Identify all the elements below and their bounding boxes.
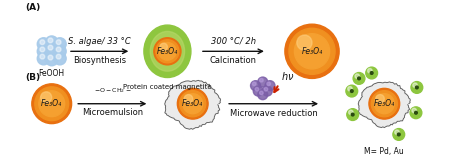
Circle shape [265, 81, 275, 91]
Circle shape [154, 38, 181, 65]
Circle shape [54, 45, 66, 58]
Circle shape [369, 88, 400, 119]
Circle shape [368, 68, 372, 73]
Circle shape [41, 92, 52, 103]
Circle shape [46, 43, 58, 56]
Circle shape [376, 95, 384, 103]
Polygon shape [165, 80, 220, 129]
Circle shape [159, 42, 176, 60]
Text: (B): (B) [26, 73, 41, 82]
Circle shape [366, 67, 377, 79]
Circle shape [156, 40, 179, 63]
Circle shape [294, 34, 329, 69]
Circle shape [54, 38, 66, 50]
Circle shape [264, 88, 268, 91]
Circle shape [260, 91, 263, 95]
Text: Fe₃O₄: Fe₃O₄ [41, 99, 62, 108]
Text: Fe₃O₄: Fe₃O₄ [182, 99, 203, 108]
Circle shape [46, 36, 58, 49]
Circle shape [56, 54, 61, 59]
Circle shape [37, 38, 50, 50]
Circle shape [56, 40, 61, 45]
Text: $\mathdefault{-O-CH_2-}$: $\mathdefault{-O-CH_2-}$ [94, 86, 132, 95]
Circle shape [395, 130, 399, 134]
Circle shape [32, 84, 72, 124]
Circle shape [353, 73, 365, 84]
Circle shape [410, 107, 422, 119]
Circle shape [258, 77, 268, 87]
Circle shape [260, 78, 263, 82]
Text: Biosynthesis: Biosynthesis [73, 56, 126, 65]
Circle shape [258, 90, 268, 100]
Text: Fe₃O₄: Fe₃O₄ [301, 47, 323, 56]
Circle shape [285, 24, 339, 78]
Circle shape [48, 55, 53, 60]
Text: Fe₃O₄: Fe₃O₄ [374, 99, 395, 108]
Text: Protein coated magnetite: Protein coated magnetite [123, 84, 212, 90]
Circle shape [297, 35, 312, 50]
Circle shape [351, 113, 354, 116]
Circle shape [267, 82, 271, 86]
Circle shape [54, 52, 66, 65]
Circle shape [46, 53, 58, 66]
Circle shape [370, 72, 373, 74]
Circle shape [251, 81, 261, 91]
Text: $h\nu$: $h\nu$ [281, 70, 294, 82]
Circle shape [35, 87, 69, 121]
Text: (A): (A) [26, 3, 41, 12]
Text: Microwave reduction: Microwave reduction [230, 109, 318, 118]
Circle shape [160, 43, 167, 51]
Text: Microemulsion: Microemulsion [82, 108, 143, 117]
Circle shape [358, 77, 360, 80]
Circle shape [183, 94, 203, 114]
Circle shape [37, 52, 50, 65]
Circle shape [346, 85, 358, 97]
Circle shape [355, 74, 359, 78]
Circle shape [411, 82, 423, 93]
Circle shape [348, 87, 352, 91]
Text: S. algae/ 33 °C: S. algae/ 33 °C [68, 37, 131, 46]
Text: M= Pd, Au: M= Pd, Au [365, 147, 404, 156]
Text: Fe₃O₄: Fe₃O₄ [157, 47, 178, 56]
Circle shape [371, 91, 397, 117]
Circle shape [350, 90, 353, 92]
Text: 300 °C/ 2h: 300 °C/ 2h [211, 37, 256, 46]
Circle shape [412, 108, 416, 113]
Circle shape [252, 82, 256, 86]
Circle shape [397, 133, 400, 136]
Circle shape [262, 86, 272, 96]
Circle shape [39, 91, 64, 117]
Circle shape [48, 45, 53, 50]
Text: Calcination: Calcination [210, 56, 257, 65]
Polygon shape [358, 82, 410, 128]
Ellipse shape [144, 25, 191, 78]
Circle shape [184, 95, 193, 103]
Circle shape [393, 129, 405, 140]
Circle shape [347, 109, 358, 120]
Circle shape [413, 83, 417, 88]
Circle shape [40, 40, 45, 45]
Circle shape [374, 94, 394, 114]
Circle shape [180, 91, 206, 117]
Circle shape [348, 110, 353, 115]
Circle shape [253, 86, 263, 96]
Circle shape [48, 38, 53, 43]
Circle shape [255, 88, 259, 91]
Circle shape [40, 54, 45, 59]
Ellipse shape [150, 31, 184, 71]
Circle shape [416, 86, 418, 89]
Circle shape [40, 47, 45, 52]
Circle shape [56, 47, 61, 52]
Circle shape [177, 88, 208, 119]
Text: FeOOH: FeOOH [39, 69, 65, 78]
Circle shape [415, 111, 417, 114]
Circle shape [289, 28, 335, 74]
Circle shape [37, 45, 50, 58]
